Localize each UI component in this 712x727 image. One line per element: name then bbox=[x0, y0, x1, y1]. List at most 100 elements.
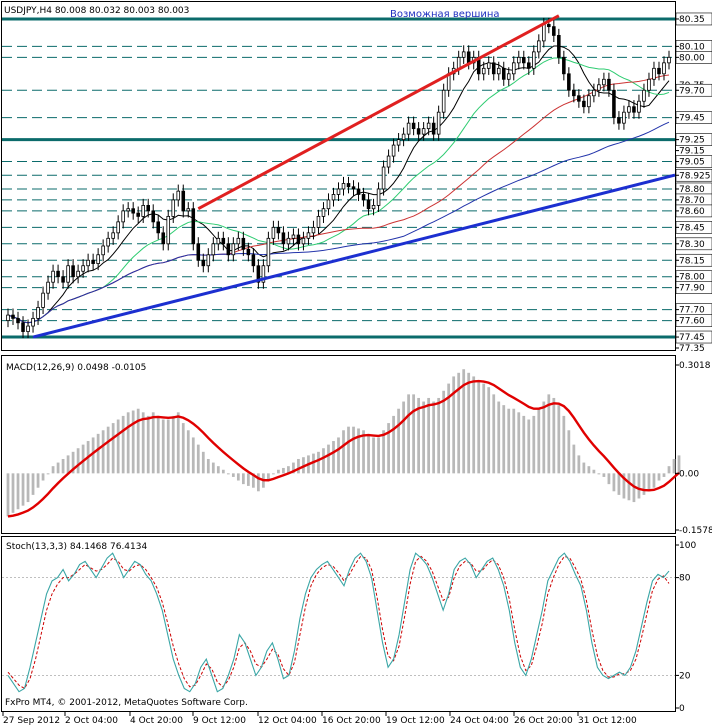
candle-body bbox=[547, 24, 551, 28]
macd-bar bbox=[236, 473, 240, 481]
macd-bar bbox=[662, 473, 666, 477]
macd-bar bbox=[101, 430, 105, 474]
macd-bar bbox=[392, 415, 395, 474]
candle-body bbox=[91, 259, 95, 264]
candle-body bbox=[602, 78, 606, 86]
macd-bar bbox=[196, 444, 200, 474]
candle-body bbox=[336, 188, 341, 195]
macd-bar bbox=[126, 412, 130, 474]
candle-body bbox=[21, 322, 25, 332]
macd-bar bbox=[141, 412, 145, 474]
candle-body bbox=[592, 89, 596, 97]
stoch-panel-frame bbox=[1, 536, 676, 712]
candle-body bbox=[31, 317, 35, 327]
candle-body bbox=[627, 106, 631, 113]
macd-bar bbox=[387, 423, 390, 474]
time-tick-label: 2 Oct 04:00 bbox=[65, 716, 118, 726]
macd-title: MACD(12,26,9) 0.0498 -0.0105 bbox=[6, 363, 146, 373]
macd-bar bbox=[627, 473, 631, 501]
price-tick-label: 77.60 bbox=[679, 317, 705, 327]
candle-body bbox=[622, 111, 626, 124]
candle-body bbox=[76, 270, 80, 278]
candle-body bbox=[426, 122, 431, 130]
candle-body bbox=[346, 183, 351, 188]
candle-body bbox=[96, 254, 100, 264]
candle-body bbox=[171, 199, 176, 217]
candle-body bbox=[612, 89, 616, 119]
macd-bar bbox=[492, 394, 496, 474]
macd-bar bbox=[647, 473, 651, 492]
candle-body bbox=[396, 139, 401, 146]
candle-body bbox=[371, 205, 376, 210]
macd-bar bbox=[517, 412, 521, 474]
trend-lines[interactable] bbox=[32, 14, 676, 339]
macd-bar bbox=[652, 473, 656, 488]
candle-body bbox=[481, 67, 486, 75]
candle-body bbox=[391, 144, 396, 157]
candle-body bbox=[246, 248, 251, 256]
time-tick-label: 19 Oct 12:00 bbox=[386, 716, 445, 726]
trend-line[interactable] bbox=[197, 14, 560, 211]
candle-body bbox=[236, 237, 241, 245]
candle-body bbox=[356, 188, 361, 195]
candle-body bbox=[111, 232, 115, 239]
candle-body bbox=[71, 265, 75, 278]
candle-body bbox=[131, 208, 135, 214]
time-tick-label: 9 Oct 12:00 bbox=[193, 716, 246, 726]
candle-body bbox=[106, 237, 110, 247]
candle-body bbox=[271, 226, 276, 239]
macd-bar bbox=[56, 462, 60, 474]
candle-body bbox=[116, 221, 120, 234]
candle-body bbox=[642, 89, 646, 102]
chart-title: USDJPY,H4 80.008 80.032 80.003 80.003 bbox=[4, 6, 189, 16]
price-tick-label: 79.25 bbox=[679, 136, 705, 146]
stoch-tick-label: 20 bbox=[679, 671, 691, 681]
macd-bar bbox=[106, 426, 110, 474]
candle-body bbox=[501, 67, 506, 80]
candle-body bbox=[146, 205, 150, 212]
macd-bar bbox=[437, 397, 441, 474]
macd-bar bbox=[146, 415, 150, 474]
candle-body bbox=[101, 245, 105, 256]
stoch-tick-label: 0 bbox=[679, 704, 685, 714]
price-tick-label: 78.00 bbox=[679, 273, 705, 283]
price-tick-label: 77.90 bbox=[679, 284, 705, 294]
candle-body bbox=[161, 232, 166, 245]
macd-bar bbox=[572, 444, 576, 474]
macd-bar bbox=[171, 415, 175, 474]
price-tick-label: 77.70 bbox=[679, 306, 705, 316]
candle-body bbox=[26, 325, 30, 332]
candle-body bbox=[552, 26, 556, 36]
macd-bar bbox=[231, 473, 235, 477]
candle-body bbox=[136, 212, 140, 217]
time-tick-label: 16 Oct 20:00 bbox=[322, 716, 381, 726]
macd-bar bbox=[567, 430, 571, 474]
macd-bar bbox=[347, 426, 350, 474]
macd-bar bbox=[332, 441, 335, 474]
candle-body bbox=[296, 234, 301, 245]
candle-body bbox=[386, 155, 391, 168]
macd-bar bbox=[427, 397, 431, 474]
candle-body bbox=[632, 106, 636, 113]
price-axis: 80.3580.1080.0079.7579.7079.4579.2579.15… bbox=[675, 12, 712, 354]
price-tick-label: 80.10 bbox=[679, 42, 705, 52]
candle-body bbox=[191, 208, 196, 245]
candle-body bbox=[331, 194, 336, 201]
macd-bar bbox=[557, 405, 561, 474]
macd-bar bbox=[562, 415, 566, 474]
candle-body bbox=[486, 62, 491, 69]
macd-bar bbox=[527, 419, 531, 474]
moving-average-line bbox=[7, 121, 670, 324]
macd-bar bbox=[397, 408, 400, 474]
candle-body bbox=[431, 122, 436, 135]
macd-bar bbox=[246, 473, 250, 486]
macd-bar bbox=[642, 473, 646, 495]
candle-body bbox=[542, 24, 546, 42]
macd-bar bbox=[597, 473, 601, 475]
candle-body bbox=[532, 51, 536, 69]
candle-body bbox=[46, 281, 50, 294]
trend-line[interactable] bbox=[32, 173, 676, 339]
price-tick-label: 79.70 bbox=[679, 86, 705, 96]
macd-bar bbox=[277, 469, 280, 474]
